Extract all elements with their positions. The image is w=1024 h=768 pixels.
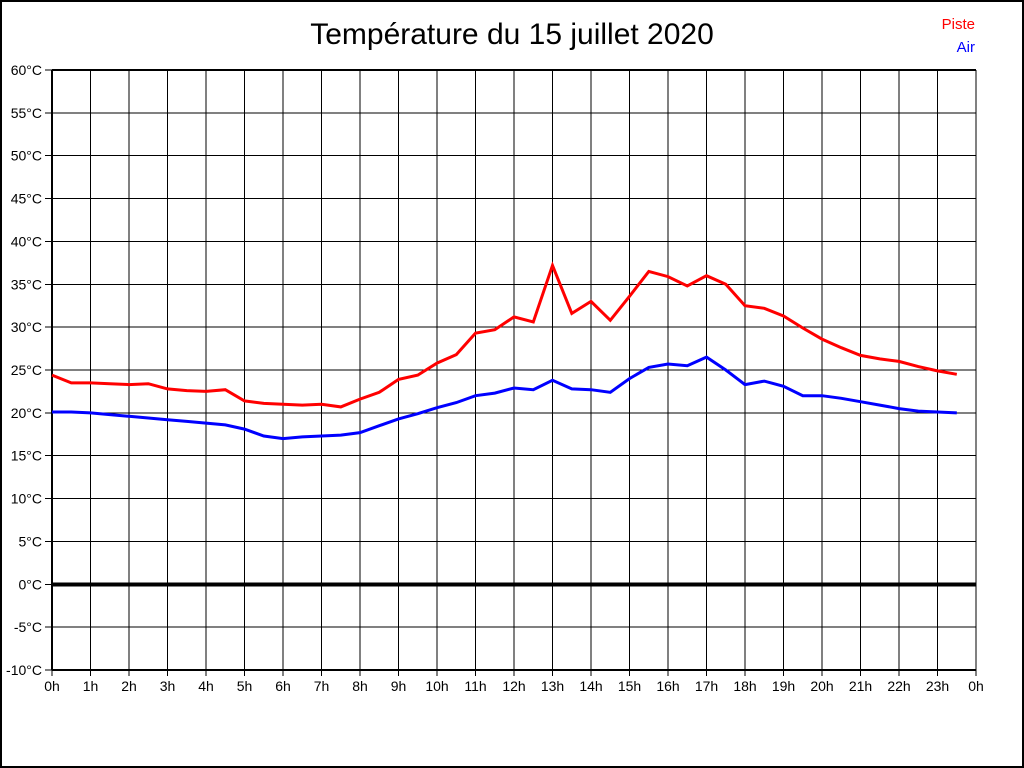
x-tick-label: 8h	[352, 678, 368, 694]
axes	[45, 69, 977, 676]
x-tick-label: 4h	[198, 678, 214, 694]
legend-item-piste: Piste	[941, 16, 975, 33]
y-tick-label: -5°C	[14, 619, 42, 635]
x-tick-label: 2h	[121, 678, 137, 694]
x-tick-label: 12h	[502, 678, 525, 694]
x-tick-label: 23h	[926, 678, 949, 694]
x-axis-labels: 0h 1h 2h 3h 4h 5h 6h 7h 8h 9h 10h 11h 12h 13h 14h 15h 16…	[44, 678, 984, 694]
y-tick-label: 15°C	[11, 448, 42, 464]
y-tick-label: 55°C	[11, 105, 42, 121]
legend: Piste Air	[942, 13, 975, 59]
piste-temperature-line	[51, 261, 958, 409]
y-tick-label: 50°C	[11, 148, 42, 164]
x-tick-label: 19h	[772, 678, 795, 694]
x-tick-label: 1h	[83, 678, 99, 694]
y-tick-label: 10°C	[11, 491, 42, 507]
legend-item-air: Air	[956, 39, 975, 56]
x-tick-label: 17h	[695, 678, 718, 694]
x-tick-label: 22h	[887, 678, 910, 694]
x-tick-label: 15h	[618, 678, 641, 694]
x-tick-label: 3h	[160, 678, 176, 694]
x-tick-label: 0h	[44, 678, 60, 694]
x-tick-label: 10h	[425, 678, 448, 694]
y-tick-label: 40°C	[11, 233, 42, 249]
y-tick-label: 20°C	[11, 405, 42, 421]
x-tick-label: 20h	[810, 678, 833, 694]
x-tick-label: 7h	[314, 678, 330, 694]
y-tick-label: 35°C	[11, 276, 42, 292]
x-tick-label: 11h	[464, 678, 486, 694]
air-temperature-line	[52, 355, 957, 441]
y-tick-label: 0°C	[19, 576, 43, 592]
data-series	[51, 261, 958, 441]
y-axis-labels: 60°C 55°C 50°C 45°C 40°C 35°C 30°C 25°C 20°C 15°C…	[6, 62, 42, 678]
y-tick-label: 5°C	[19, 533, 43, 549]
y-tick-label: 45°C	[11, 191, 42, 207]
y-tick-label: 60°C	[11, 62, 42, 78]
chart-title: Température du 15 juillet 2020	[310, 18, 714, 51]
x-tick-label: 21h	[849, 678, 872, 694]
grid-lines	[51, 69, 977, 671]
x-tick-label: 9h	[391, 678, 407, 694]
x-tick-label: 5h	[237, 678, 253, 694]
y-tick-label: 25°C	[11, 362, 42, 378]
x-tick-label: 6h	[275, 678, 291, 694]
y-tick-label: 30°C	[11, 319, 42, 335]
x-tick-label: 18h	[733, 678, 756, 694]
x-tick-label: 13h	[541, 678, 564, 694]
y-tick-label: -10°C	[6, 662, 42, 678]
x-tick-label: 16h	[656, 678, 679, 694]
x-tick-label: 0h	[968, 678, 984, 694]
x-tick-label: 14h	[579, 678, 602, 694]
